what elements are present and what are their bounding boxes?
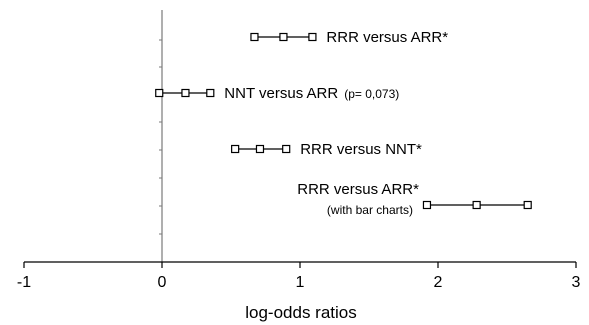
x-axis-ticks: -1 0 1 2 3 bbox=[17, 262, 581, 291]
interval-low-marker bbox=[422, 200, 432, 210]
interval-rows: RRR versus ARR* NNT versus ARR (p= 0,073) R… bbox=[155, 29, 532, 217]
row-label-text: RRR versus ARR* bbox=[326, 29, 448, 46]
x-tick-label: 1 bbox=[296, 274, 305, 291]
interval-high-marker bbox=[308, 32, 317, 42]
row-label-text: RRR versus NNT* bbox=[300, 141, 422, 158]
interval-high-marker bbox=[523, 200, 532, 210]
interval-high-marker bbox=[206, 88, 215, 98]
x-axis-label: log-odds ratios bbox=[245, 303, 357, 322]
interval-row: NNT versus ARR (p= 0,073) bbox=[155, 85, 399, 102]
point-estimate-marker bbox=[255, 144, 265, 154]
x-tick-label: 0 bbox=[158, 274, 167, 291]
axes: -1 0 1 2 3 bbox=[17, 10, 581, 291]
row-label: RRR versus NNT* bbox=[300, 141, 422, 158]
interval-row: RRR versus ARR* bbox=[250, 29, 448, 46]
row-label: RRR versus ARR* bbox=[297, 181, 419, 198]
x-tick-label: 2 bbox=[434, 274, 443, 291]
x-tick-label: -1 bbox=[17, 274, 31, 291]
interval-high-marker bbox=[282, 144, 291, 154]
point-estimate-marker bbox=[472, 200, 481, 210]
interval-low-marker bbox=[250, 32, 259, 42]
row-label-text: NNT versus ARR bbox=[224, 85, 338, 102]
row-note: (p= 0,073) bbox=[344, 87, 399, 101]
point-estimate-marker bbox=[181, 88, 190, 98]
row-note: (with bar charts) bbox=[327, 203, 413, 217]
interval-row: RRR versus ARR* (with bar charts) bbox=[297, 181, 532, 217]
x-tick-label: 3 bbox=[572, 274, 581, 291]
interval-low-marker bbox=[155, 88, 164, 98]
point-estimate-marker bbox=[279, 32, 288, 42]
row-label: RRR versus ARR* bbox=[326, 29, 448, 46]
interval-row: RRR versus NNT* bbox=[231, 141, 422, 158]
interval-low-marker bbox=[231, 144, 240, 154]
row-label: NNT versus ARR (p= 0,073) bbox=[224, 85, 399, 102]
